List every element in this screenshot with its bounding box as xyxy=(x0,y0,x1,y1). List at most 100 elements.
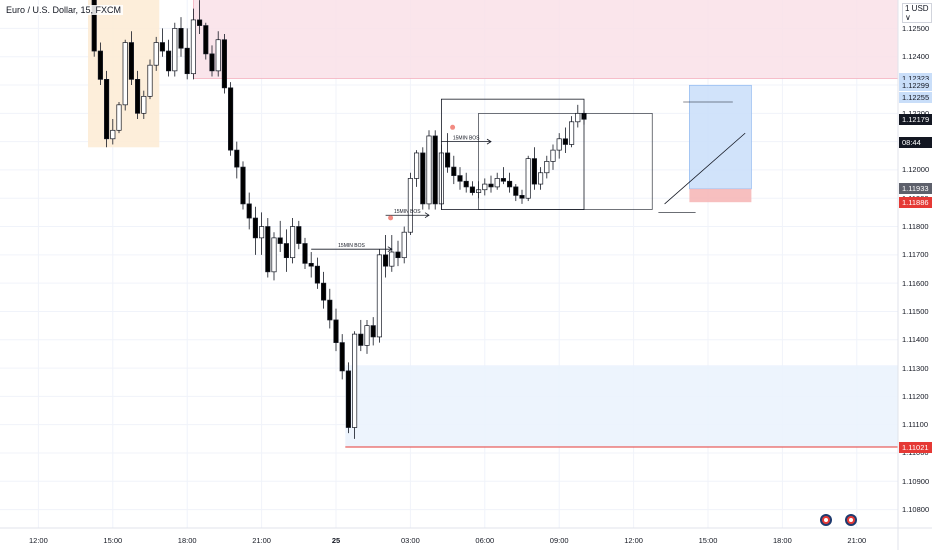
candle-body-bear xyxy=(97,50,103,80)
candle xyxy=(234,141,240,179)
candle xyxy=(544,155,550,179)
time-tick-label: 15:00 xyxy=(698,536,718,545)
candle-body-bear xyxy=(246,203,252,219)
candle-body-bull xyxy=(544,161,550,174)
price-tick-label: 1.11200 xyxy=(902,391,929,401)
price-tick-label: 1.11500 xyxy=(902,306,929,316)
time-tick-label: 03:00 xyxy=(401,536,420,545)
candle-body-bear xyxy=(358,333,364,346)
candle-body-bull xyxy=(426,135,432,205)
candle-body-bull xyxy=(525,158,531,199)
candle xyxy=(321,271,327,309)
time-tick-label: 12:00 xyxy=(624,536,643,545)
candle xyxy=(370,317,376,346)
candle-body-bull xyxy=(538,172,544,185)
candle-body-bear xyxy=(562,138,568,145)
time-tick-label: 09:00 xyxy=(549,536,569,545)
candle-body-bear xyxy=(432,135,438,205)
candle xyxy=(445,133,451,173)
candle xyxy=(345,362,351,434)
candle-body-bear xyxy=(500,178,506,182)
candle xyxy=(271,232,277,281)
candle xyxy=(104,70,110,148)
candle-body-bull xyxy=(290,226,296,259)
candle xyxy=(228,82,234,156)
candle xyxy=(277,220,283,253)
candle xyxy=(364,319,370,354)
candle-body-bear xyxy=(203,25,209,55)
candle xyxy=(327,288,333,329)
bos-label: 15MIN BOS xyxy=(338,243,365,249)
candle xyxy=(389,235,395,272)
price-tick-label: 1.10800 xyxy=(902,505,930,515)
candle-body-bull xyxy=(414,152,420,179)
candle xyxy=(209,45,215,77)
candle xyxy=(569,116,575,148)
candle xyxy=(395,240,401,267)
candle xyxy=(97,42,103,86)
price-badge: 1.11933 xyxy=(899,183,932,195)
candle-body-bull xyxy=(482,183,488,191)
candle xyxy=(215,31,221,77)
candle xyxy=(308,252,314,278)
candle xyxy=(296,220,302,250)
candle xyxy=(135,70,141,119)
price-tick-label: 1.12200 xyxy=(899,108,932,119)
swing-marker xyxy=(388,215,394,221)
candle xyxy=(190,8,196,80)
candle xyxy=(246,192,252,230)
candle xyxy=(203,22,209,60)
candle-body-bull xyxy=(116,104,122,131)
price-tick-label: 1.12400 xyxy=(902,52,930,62)
candle-body-bear xyxy=(197,19,203,26)
time-tick-label: 18:00 xyxy=(773,536,792,545)
candle xyxy=(469,181,475,196)
candle xyxy=(525,155,531,202)
price-badge: 1.12255 xyxy=(899,92,932,104)
stop-zone xyxy=(689,188,752,203)
candle-body-bear xyxy=(339,342,345,372)
time-tick-label: 21:00 xyxy=(847,536,867,545)
symbol-title[interactable]: Euro / U.S. Dollar, 15, FXCM xyxy=(4,5,124,15)
candle-body-bull xyxy=(215,39,221,72)
candle-body-bull xyxy=(376,254,382,338)
currency-unit-button[interactable]: 1 USD ∨ xyxy=(902,3,932,23)
bos-arrowhead xyxy=(387,246,393,253)
trend-arrow-line xyxy=(664,132,746,205)
candle-body-bull xyxy=(271,237,277,273)
candle-body-bear xyxy=(488,183,494,188)
price-badge: 1.12179 xyxy=(899,113,932,125)
candle-body-bull xyxy=(364,325,370,346)
time-tick-label: 12:00 xyxy=(29,536,48,545)
candle-body-bear xyxy=(327,299,333,321)
price-tick-label: 1.10900 xyxy=(902,476,930,486)
range-box-inner xyxy=(478,113,653,210)
price-badge: 1.12299 xyxy=(899,79,932,91)
candle xyxy=(519,189,525,204)
candle xyxy=(426,130,432,210)
candle-body-bear xyxy=(507,180,513,188)
candle xyxy=(283,229,289,272)
price-badge: 1.12323 xyxy=(899,73,932,84)
candle xyxy=(184,28,190,80)
candle-body-bear xyxy=(221,39,227,89)
candle xyxy=(457,167,463,190)
candle-body-bear xyxy=(209,53,215,72)
candle-body-bull xyxy=(494,178,500,188)
candle xyxy=(265,218,271,278)
candle-body-bear xyxy=(184,47,190,75)
candle-body-bear xyxy=(159,42,165,52)
candle xyxy=(562,127,568,153)
candle-body-bull xyxy=(407,178,413,233)
candle xyxy=(128,31,134,86)
bos-label: 15MIN BOS xyxy=(453,136,480,142)
candle xyxy=(333,308,339,352)
candle-body-bear xyxy=(296,226,302,244)
candle-body-bear xyxy=(469,186,475,193)
candle-body-bear xyxy=(252,217,258,239)
candle-body-bear xyxy=(395,251,401,259)
candle-body-bear xyxy=(283,243,289,259)
candle-body-bear xyxy=(91,0,97,52)
